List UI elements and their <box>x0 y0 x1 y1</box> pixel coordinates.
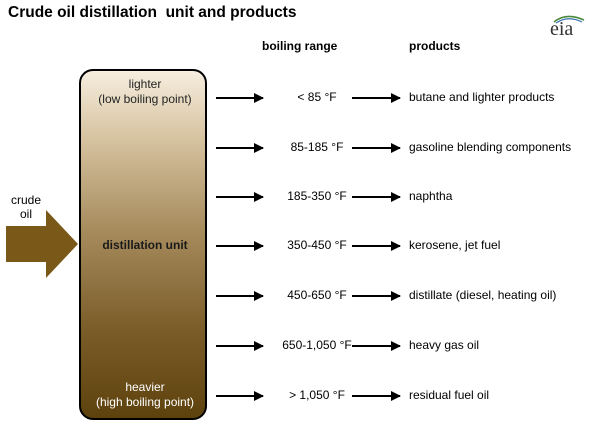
boiling-range-1: 85-185 °F <box>290 140 344 154</box>
crude-oil-label: crude oil <box>4 193 48 221</box>
products-header: products <box>409 39 461 53</box>
eia-logo: eia <box>548 14 588 42</box>
boiling-range-header: boiling range <box>262 39 338 53</box>
crude-oil-line2: oil <box>19 207 32 221</box>
product-6: residual fuel oil <box>409 388 490 402</box>
column-bottom-line1: heavier <box>125 380 165 394</box>
product-3: kerosene, jet fuel <box>409 238 501 252</box>
logo-swoosh-icon <box>553 15 585 24</box>
column-top-line1: lighter <box>128 77 162 91</box>
column-top-line2: (low boiling point) <box>98 92 192 106</box>
column-bottom-label: heavier (high boiling point) <box>81 380 209 410</box>
boiling-range-2: 185-350 °F <box>287 189 347 203</box>
logo-text: eia <box>550 18 574 40</box>
crude-input-arrow-icon <box>6 210 78 278</box>
boiling-range-6: > 1,050 °F <box>289 388 345 402</box>
product-4: distillate (diesel, heating oil) <box>409 288 557 302</box>
column-middle-label: distillation unit <box>102 238 188 252</box>
column-top-label: lighter (low boiling point) <box>81 77 209 107</box>
product-0: butane and lighter products <box>409 90 555 104</box>
distillation-column: lighter (low boiling point) distillation… <box>79 69 207 420</box>
crude-oil-line1: crude <box>10 193 42 207</box>
product-1: gasoline blending components <box>409 140 572 154</box>
product-2: naphtha <box>409 189 453 203</box>
page-title: Crude oil distillation unit and products <box>8 4 297 21</box>
boiling-range-5: 650-1,050 °F <box>282 338 352 352</box>
column-bottom-line2: (high boiling point) <box>95 395 195 409</box>
boiling-range-3: 350-450 °F <box>287 238 347 252</box>
boiling-range-4: 450-650 °F <box>287 288 347 302</box>
product-5: heavy gas oil <box>409 338 480 352</box>
boiling-range-0: < 85 °F <box>297 90 337 104</box>
